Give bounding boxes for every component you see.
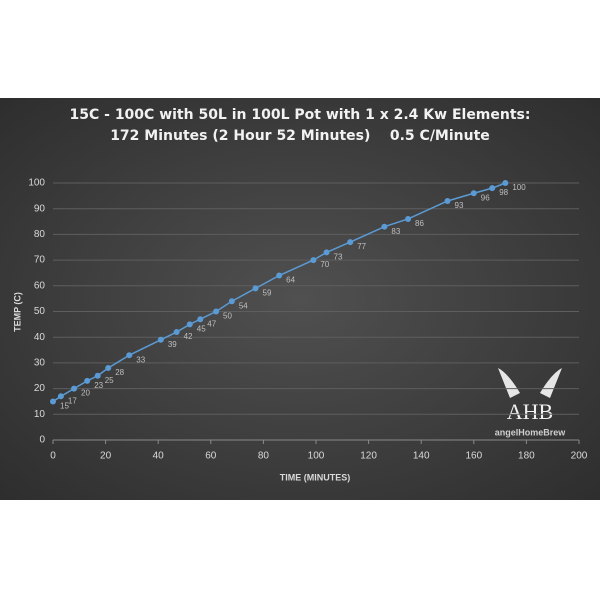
data-point	[197, 316, 204, 323]
y-tick-label: 60	[34, 280, 46, 291]
data-label: 28	[115, 368, 124, 377]
data-label: 70	[320, 260, 329, 269]
y-tick-label: 40	[34, 332, 46, 343]
data-point	[347, 239, 354, 246]
data-point	[57, 393, 64, 400]
data-label: 77	[357, 242, 366, 251]
y-tick-label: 0	[39, 435, 45, 446]
data-label: 100	[512, 183, 526, 192]
data-point	[186, 321, 193, 328]
x-tick-label: 120	[360, 451, 377, 462]
data-label: 83	[391, 227, 400, 236]
data-point	[276, 272, 283, 279]
x-tick-label: 80	[258, 451, 270, 462]
wings	[498, 368, 562, 398]
data-label: 39	[168, 340, 177, 349]
data-label: 64	[286, 276, 295, 285]
x-tick-label: 0	[50, 451, 56, 462]
data-point	[405, 215, 412, 222]
data-label: 50	[223, 312, 232, 321]
data-label: 59	[263, 288, 272, 297]
y-tick-label: 50	[34, 306, 46, 317]
data-point	[502, 180, 509, 186]
data-point	[105, 365, 112, 372]
data-point	[71, 385, 78, 392]
data-label: 45	[197, 324, 206, 333]
data-label: 54	[239, 301, 248, 310]
x-tick-label: 200	[571, 451, 588, 462]
y-tick-label: 20	[34, 383, 46, 394]
y-tick-label: 70	[34, 255, 46, 266]
data-label: 33	[136, 355, 145, 364]
data-point	[323, 249, 330, 256]
data-label: 23	[94, 381, 103, 390]
x-tick-label: 180	[518, 451, 535, 462]
data-label: 98	[499, 188, 508, 197]
x-tick-label: 140	[413, 451, 430, 462]
data-label: 25	[105, 376, 114, 385]
chart-title: 15C - 100C with 50L in 100L Pot with 1 x…	[70, 107, 531, 123]
data-label: 96	[481, 193, 490, 202]
data-point	[126, 352, 133, 359]
data-point	[444, 197, 451, 204]
data-point	[94, 372, 101, 379]
watermark: AHB angelHomeBrew	[495, 368, 567, 437]
x-tick-label: 100	[308, 451, 325, 462]
y-tick-label: 30	[34, 358, 46, 369]
data-point	[157, 336, 164, 343]
data-point	[252, 285, 259, 292]
data-point	[489, 185, 496, 192]
data-point	[381, 223, 388, 230]
x-tick-label: 40	[153, 451, 165, 462]
chart-subtitle: 172 Minutes (2 Hour 52 Minutes) 0.5 C/Mi…	[110, 128, 490, 144]
data-point	[213, 308, 220, 315]
data-label: 93	[455, 201, 464, 210]
data-label: 15	[60, 402, 69, 411]
data-point	[310, 257, 317, 264]
watermark-text: angelHomeBrew	[495, 427, 567, 437]
watermark-logo: AHB	[507, 399, 553, 424]
data-point	[173, 329, 180, 336]
x-tick-label: 60	[205, 451, 217, 462]
data-label: 86	[415, 219, 424, 228]
chart-background	[0, 98, 600, 500]
y-tick-label: 10	[34, 409, 46, 420]
y-axis-title: TEMP (C)	[12, 292, 22, 332]
y-tick-label: 80	[34, 229, 46, 240]
data-point	[470, 190, 477, 197]
y-tick-label: 90	[34, 203, 46, 214]
data-label: 47	[207, 319, 216, 328]
data-point	[228, 298, 235, 305]
x-tick-label: 160	[465, 451, 482, 462]
data-point	[50, 398, 56, 405]
x-axis-title: TIME (MINUTES)	[280, 472, 351, 482]
y-tick-label: 100	[28, 178, 45, 189]
data-label: 17	[68, 396, 77, 405]
x-tick-label: 20	[100, 451, 112, 462]
data-point	[84, 377, 91, 384]
data-label: 20	[81, 389, 90, 398]
data-label: 42	[184, 332, 193, 341]
data-label: 73	[334, 252, 343, 261]
